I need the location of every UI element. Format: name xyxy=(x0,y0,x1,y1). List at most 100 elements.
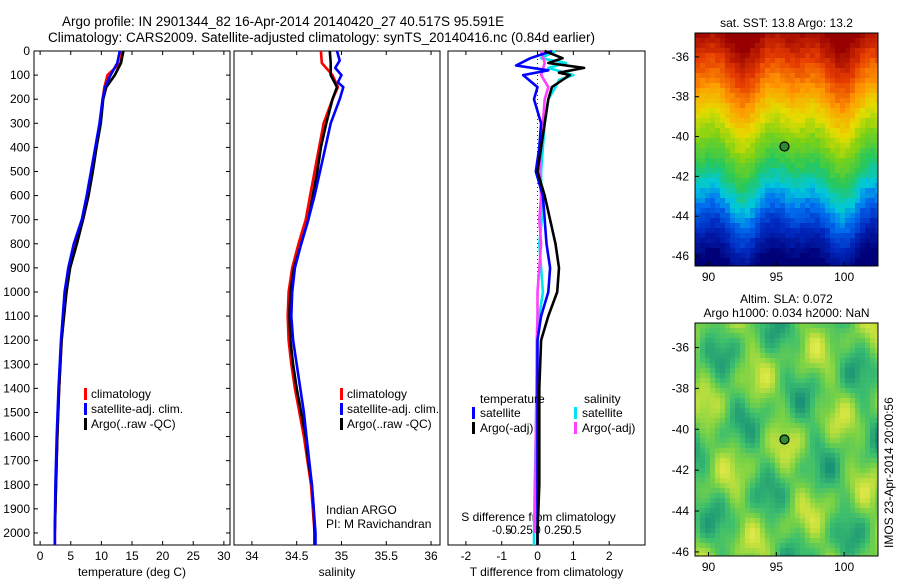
map-cell xyxy=(700,333,705,338)
map-cell xyxy=(705,138,710,143)
map-cell xyxy=(810,93,815,98)
map-cell xyxy=(705,358,710,363)
map-cell xyxy=(835,53,840,58)
map-cell xyxy=(720,188,725,193)
map-cell xyxy=(835,183,840,188)
map-cell xyxy=(795,543,800,548)
map-cell xyxy=(745,93,750,98)
map-cell xyxy=(770,363,775,368)
map-cell xyxy=(715,418,720,423)
map-cell xyxy=(715,223,720,228)
map-cell xyxy=(875,378,878,383)
map-cell xyxy=(865,403,870,408)
map-cell xyxy=(840,178,845,183)
map-cell xyxy=(795,523,800,528)
map-cell xyxy=(770,238,775,243)
map-cell xyxy=(740,433,745,438)
map-cell xyxy=(875,248,878,253)
map-cell xyxy=(785,228,790,233)
map-cell xyxy=(700,163,705,168)
map-cell xyxy=(775,533,780,538)
map-cell xyxy=(870,443,875,448)
map-cell xyxy=(730,148,735,153)
map-cell xyxy=(850,408,855,413)
map-cell xyxy=(715,523,720,528)
map-cell xyxy=(870,93,875,98)
map-cell xyxy=(815,73,820,78)
map-cell xyxy=(840,528,845,533)
map-cell xyxy=(765,438,770,443)
map-cell xyxy=(755,453,760,458)
map-cell xyxy=(865,553,870,556)
map-cell xyxy=(875,478,878,483)
map-cell xyxy=(700,548,705,553)
map-cell xyxy=(790,228,795,233)
map-cell xyxy=(870,383,875,388)
map-cell xyxy=(775,78,780,83)
legend-swatch xyxy=(84,418,87,430)
map-cell xyxy=(845,103,850,108)
map-cell xyxy=(845,493,850,498)
map-cell xyxy=(700,53,705,58)
map-cell xyxy=(770,513,775,518)
map-cell xyxy=(825,213,830,218)
map-cell xyxy=(855,363,860,368)
map-cell xyxy=(855,263,860,266)
map-cell xyxy=(820,88,825,93)
map-cell xyxy=(805,128,810,133)
map-cell xyxy=(755,53,760,58)
map-cell xyxy=(855,373,860,378)
map-cell xyxy=(830,128,835,133)
map-cell xyxy=(740,248,745,253)
map-cell xyxy=(825,498,830,503)
map-cell xyxy=(770,373,775,378)
map-cell xyxy=(805,53,810,58)
map-cell xyxy=(735,518,740,523)
map-cell xyxy=(800,343,805,348)
map-cell xyxy=(875,183,878,188)
map-cell xyxy=(810,113,815,118)
map-cell xyxy=(810,128,815,133)
map-cell xyxy=(705,33,710,38)
map-cell xyxy=(800,438,805,443)
map-cell xyxy=(865,448,870,453)
map-cell xyxy=(845,208,850,213)
map-cell xyxy=(710,53,715,58)
map-cell xyxy=(785,73,790,78)
map-cell xyxy=(760,498,765,503)
map-cell xyxy=(710,58,715,63)
map-cell xyxy=(830,163,835,168)
map-cell xyxy=(780,163,785,168)
map-cell xyxy=(865,348,870,353)
map-cell xyxy=(845,448,850,453)
map-cell xyxy=(700,478,705,483)
map-cell xyxy=(735,168,740,173)
map-cell xyxy=(845,543,850,548)
map-cell xyxy=(745,468,750,473)
map-cell xyxy=(790,253,795,258)
map-cell xyxy=(765,413,770,418)
map-cell xyxy=(865,343,870,348)
map-cell xyxy=(820,473,825,478)
map-cell xyxy=(715,203,720,208)
map-cell xyxy=(785,348,790,353)
map-cell xyxy=(845,38,850,43)
map-cell xyxy=(765,368,770,373)
x-tick-label: 0 xyxy=(534,549,541,563)
map-cell xyxy=(770,208,775,213)
map-cell xyxy=(765,428,770,433)
map-cell xyxy=(845,83,850,88)
map-cell xyxy=(870,163,875,168)
map-cell xyxy=(730,118,735,123)
map-cell xyxy=(705,548,710,553)
map-cell xyxy=(740,158,745,163)
map-cell xyxy=(760,253,765,258)
map-cell xyxy=(825,98,830,103)
map-cell xyxy=(785,238,790,243)
map-cell xyxy=(800,458,805,463)
map-cell xyxy=(820,98,825,103)
map-cell xyxy=(710,108,715,113)
map-cell xyxy=(720,323,725,328)
map-cell xyxy=(715,508,720,513)
map-cell xyxy=(870,243,875,248)
